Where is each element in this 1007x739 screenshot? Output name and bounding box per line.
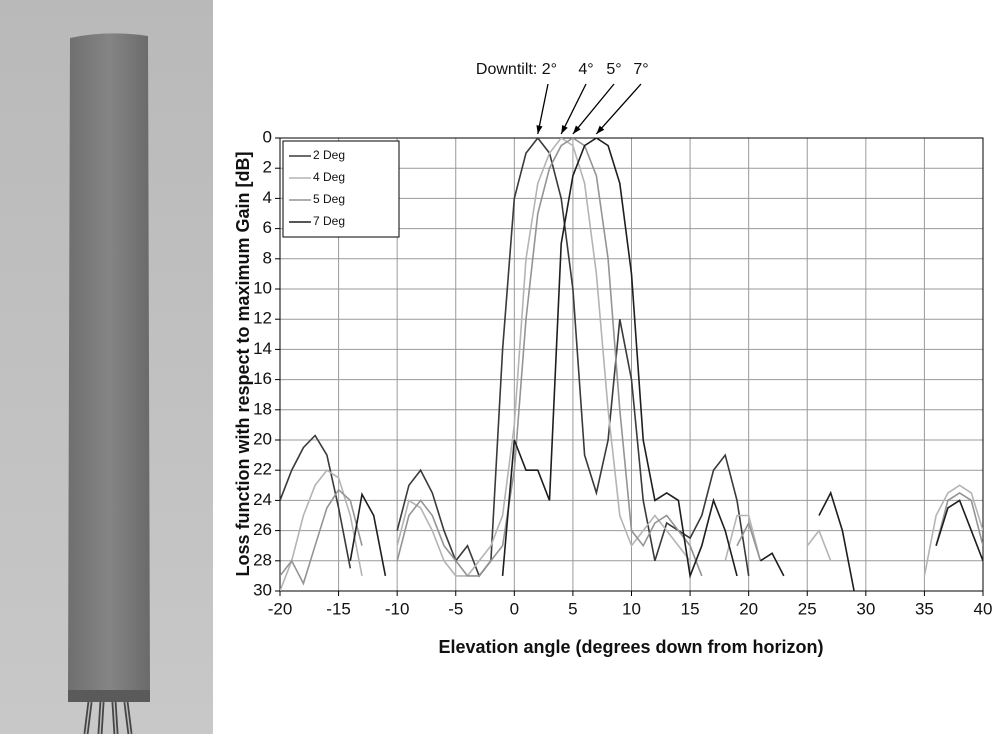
x-tick-label: 5 xyxy=(568,599,577,618)
x-tick-label: 30 xyxy=(856,599,875,618)
x-tick-label: 15 xyxy=(681,599,700,618)
annotation: 5° xyxy=(606,61,621,78)
y-tick-label: 20 xyxy=(253,429,272,448)
y-axis-label: Loss function with respect to maximum Ga… xyxy=(233,151,253,576)
x-tick-label: 0 xyxy=(510,599,519,618)
arrow-head xyxy=(561,125,568,134)
y-tick-label: 6 xyxy=(263,218,272,237)
y-tick-label: 14 xyxy=(253,339,272,358)
series-line xyxy=(280,138,983,591)
plot-frame xyxy=(279,137,984,592)
x-axis-label: Elevation angle (degrees down from horiz… xyxy=(438,637,823,657)
annotation-arrow xyxy=(595,83,642,135)
annotation: 7° xyxy=(633,61,648,78)
x-tick-label: -20 xyxy=(268,599,293,618)
arrow-head xyxy=(596,125,605,134)
y-tick-label: 2 xyxy=(263,158,272,177)
annotation-arrow xyxy=(537,83,549,135)
series-line xyxy=(349,138,983,591)
y-tick-label: 0 xyxy=(263,127,272,146)
arrow-head xyxy=(572,125,581,134)
legend-label: 2 Deg xyxy=(313,148,345,162)
annotation-arrow xyxy=(572,83,615,135)
y-tick-label: 30 xyxy=(253,580,272,599)
x-tick-label: 20 xyxy=(739,599,758,618)
y-tick-label: 8 xyxy=(263,248,272,267)
x-tick-label: -5 xyxy=(448,599,463,618)
plot: -20 -15 -10 -5 0 5 10 15 20 25 30 35 400246810121416… xyxy=(253,61,992,618)
y-tick-label: 22 xyxy=(253,460,272,479)
arrow-head xyxy=(536,125,543,134)
legend-label: 7 Deg xyxy=(313,214,345,228)
x-tick-label: 25 xyxy=(798,599,817,618)
annotation-arrow xyxy=(560,83,587,135)
legend-box xyxy=(282,140,400,238)
y-tick-label: 4 xyxy=(263,188,272,207)
antenna-photo xyxy=(0,0,213,735)
annotation: Downtilt: 2° xyxy=(476,61,557,78)
y-tick-label: 12 xyxy=(253,309,272,328)
x-tick-label: -10 xyxy=(385,599,410,618)
series-group xyxy=(280,138,983,591)
x-tick-label: 10 xyxy=(622,599,641,618)
y-tick-label: 16 xyxy=(253,369,272,388)
x-tick-label: 35 xyxy=(915,599,934,618)
y-tick-label: 24 xyxy=(253,490,272,509)
x-tick-label: 40 xyxy=(974,599,993,618)
legend-label: 5 Deg xyxy=(313,192,345,206)
y-tick-label: 28 xyxy=(253,550,272,569)
x-tick-label: -15 xyxy=(326,599,351,618)
annotation: 4° xyxy=(578,61,593,78)
y-tick-label: 26 xyxy=(253,520,272,539)
series-line xyxy=(280,138,983,586)
y-tick-label: 18 xyxy=(253,399,272,418)
legend-label: 4 Deg xyxy=(313,170,345,184)
y-tick-label: 10 xyxy=(253,278,272,297)
